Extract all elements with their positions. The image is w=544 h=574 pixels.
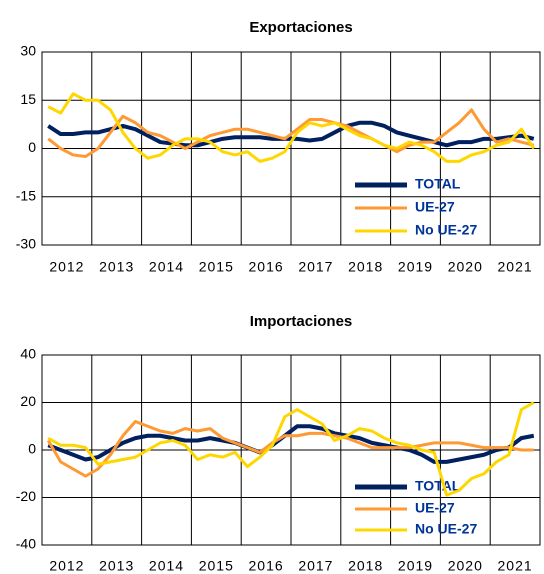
y-tick-label: 15 [20,91,36,107]
series-line [47,108,535,159]
y-tick-label: 40 [20,346,36,362]
x-tick-label: 2016 [249,259,284,275]
plot-frame [41,51,541,246]
legend-label: UE-27 [415,199,455,215]
series-line [47,424,535,464]
legend-label: UE-27 [415,500,455,516]
legend-label: No UE-27 [415,521,477,537]
x-tick-label: 2012 [49,259,84,275]
x-tick-label: 2021 [498,259,533,275]
chart-title: Exportaciones [249,19,352,36]
series-line [47,401,535,497]
x-tick-label: 2021 [498,558,533,574]
x-tick-label: 2012 [49,558,84,574]
y-tick-label: 20 [20,393,36,409]
y-tick-label: -30 [16,236,36,252]
y-tick-label: -20 [16,488,36,504]
x-tick-label: 2020 [448,558,483,574]
x-tick-label: 2017 [298,558,333,574]
plot-frame [41,354,541,546]
legend-label: TOTAL [415,176,461,192]
y-tick-label: 30 [20,43,36,59]
x-tick-label: 2020 [448,259,483,275]
x-tick-label: 2015 [199,558,234,574]
series-line [47,92,536,163]
x-tick-label: 2015 [199,259,234,275]
y-tick-label: -15 [16,187,36,203]
x-tick-label: 2019 [398,558,433,574]
y-tick-label: -40 [16,536,36,552]
x-tick-label: 2018 [348,558,383,574]
x-tick-label: 2013 [99,259,134,275]
x-tick-label: 2014 [149,259,184,275]
x-tick-label: 2018 [348,259,383,275]
chart-title: Importaciones [250,313,353,330]
x-tick-label: 2014 [149,558,184,574]
series-line [47,120,535,148]
y-tick-label: 0 [28,139,36,155]
x-tick-label: 2013 [99,558,134,574]
legend-label: TOTAL [415,478,461,494]
series-line [46,420,534,478]
y-tick-label: 0 [28,441,36,457]
legend-label: No UE-27 [415,222,477,238]
x-tick-label: 2016 [249,558,284,574]
x-tick-label: 2019 [398,259,433,275]
x-tick-label: 2017 [298,259,333,275]
